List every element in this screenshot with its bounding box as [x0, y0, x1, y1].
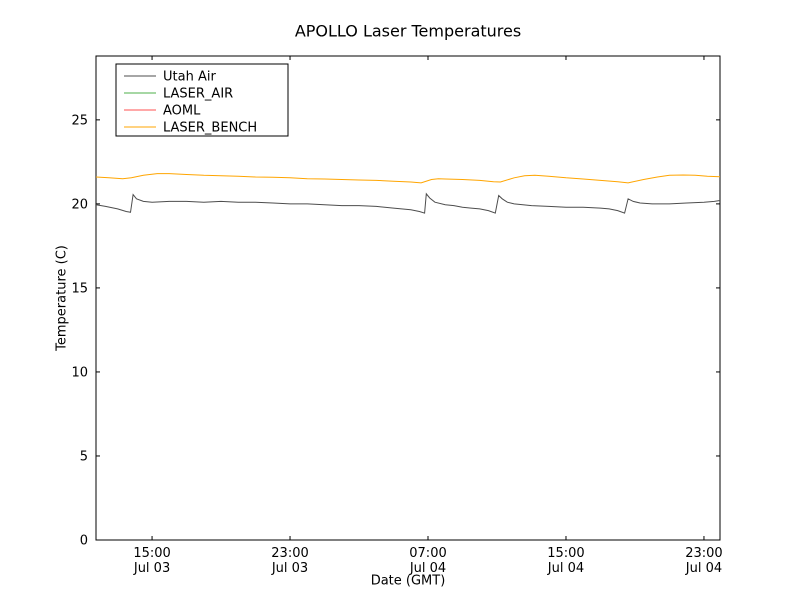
x-tick-label-date: Jul 04: [547, 561, 584, 576]
chart-title: APOLLO Laser Temperatures: [294, 21, 522, 41]
y-tick-label: 5: [80, 449, 88, 464]
series-line-utah-air: [95, 192, 721, 214]
legend-label: LASER_BENCH: [163, 121, 257, 136]
x-tick-label-time: 23:00: [685, 546, 722, 561]
series-line-laser-bench: [95, 173, 721, 184]
y-tick-label: 25: [71, 113, 88, 128]
x-tick-label-time: 15:00: [547, 546, 584, 561]
x-tick-label-date: Jul 04: [685, 561, 722, 576]
x-tick-label-time: 15:00: [133, 546, 170, 561]
y-tick-label: 10: [71, 365, 88, 380]
y-tick-label: 15: [71, 281, 88, 296]
x-tick-label-date: Jul 03: [271, 561, 308, 576]
y-tick-label: 0: [80, 534, 88, 549]
x-tick-label-date: Jul 03: [133, 561, 170, 576]
legend-label: LASER_AIR: [163, 87, 233, 102]
axes-frame: [95, 55, 721, 541]
legend-label: AOML: [163, 104, 201, 119]
y-tick-label: 20: [71, 197, 88, 212]
y-axis-label: Temperature (C): [54, 245, 70, 351]
x-tick-label-time: 07:00: [409, 546, 446, 561]
x-tick-label-time: 23:00: [271, 546, 308, 561]
legend-label: Utah Air: [163, 70, 216, 85]
x-tick-label-date: Jul 04: [409, 561, 446, 576]
x-axis-label: Date (GMT): [370, 573, 446, 589]
